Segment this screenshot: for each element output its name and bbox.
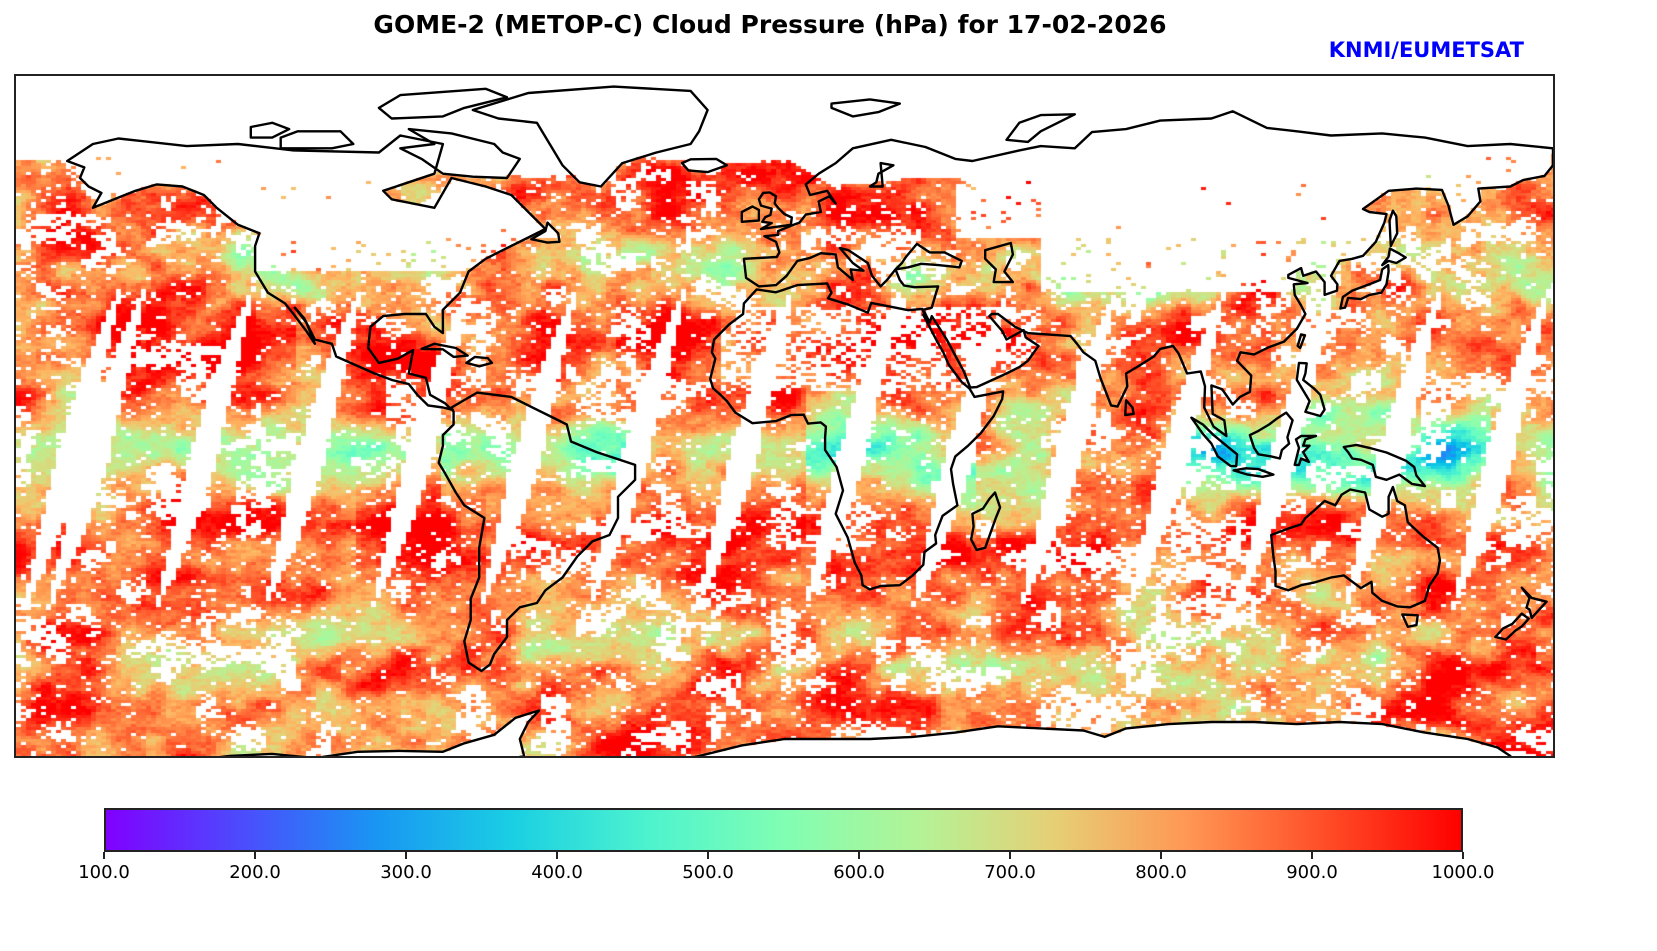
coastline-ellesmere [377,87,509,120]
coastline-japan [1339,263,1390,310]
colorbar-tick [254,852,256,859]
coastline-sumatra [1190,416,1239,468]
colorbar-tick [858,852,860,859]
coastline-newfoundland [530,221,561,244]
coastline-south-america [437,391,637,673]
coastline-nz-north [1520,586,1548,620]
coastline-svalbard [830,98,901,118]
colorbar-tick [1462,852,1464,859]
coastline-sri-lanka [1124,399,1135,417]
colorbar-tick [707,852,709,859]
colorbar-tick-label: 100.0 [78,862,130,883]
coastline-sulawesi [1293,434,1318,467]
coastline-madagascar [969,491,1002,552]
map-panel [14,74,1555,758]
colorbar-tick [556,852,558,859]
credit-label: KNMI/EUMETSAT [1328,38,1524,62]
coastline-hokkaido [1381,247,1407,267]
colorbar-tick [405,852,407,859]
colorbar-tick-label: 600.0 [833,862,885,883]
coastline-australia [1270,485,1442,609]
coastline-ireland [740,205,761,223]
coastline-sakhalin [1388,209,1399,248]
chart-title: GOME-2 (METOP-C) Cloud Pressure (hPa) fo… [373,10,1167,39]
colorbar-tick-label: 200.0 [229,862,281,883]
colorbar-tick [103,852,105,859]
coastline-hispaniola [465,355,494,368]
coastline-north-america [66,134,547,411]
coastline-novaya-zemlya [1005,113,1076,144]
coastline-britain [757,191,793,231]
coastline-borneo [1248,411,1294,460]
colorbar-tick-label: 1000.0 [1431,862,1495,883]
coastline-cuba [420,342,469,359]
coastline-philippines [1295,361,1326,418]
colorbar-tick-label: 800.0 [1135,862,1187,883]
coastline-greenland [471,85,709,188]
coastline-scandinavia-gulf [868,161,895,188]
coastlines [66,85,1553,756]
coastline-iceland [680,157,729,174]
colorbar-tick [1311,852,1313,859]
coastline-caspian-lake [984,241,1015,284]
cloud-pressure-field [16,76,1553,756]
coastline-nz-south [1494,612,1530,641]
coastline-taiwan [1296,333,1307,350]
coastline-victoria-isl [279,130,355,150]
coastline-africa [709,282,1005,591]
colorbar-tick-label: 300.0 [380,862,432,883]
coastline-eurasia [742,110,1553,438]
coastline-antarctica [219,709,1512,756]
coastline-java [1232,467,1275,478]
colorbar-tick-label: 700.0 [984,862,1036,883]
coastline-baffin [399,127,521,180]
colorbar [104,808,1463,852]
colorbar-tick-label: 500.0 [682,862,734,883]
coastline-new-guinea [1342,443,1427,488]
colorbar-tick-label: 900.0 [1286,862,1338,883]
coastline-tasmania [1401,613,1419,628]
coastline-banks [249,121,291,139]
colorbar-tick [1160,852,1162,859]
colorbar-tick-label: 400.0 [531,862,583,883]
colorbar-tick [1009,852,1011,859]
